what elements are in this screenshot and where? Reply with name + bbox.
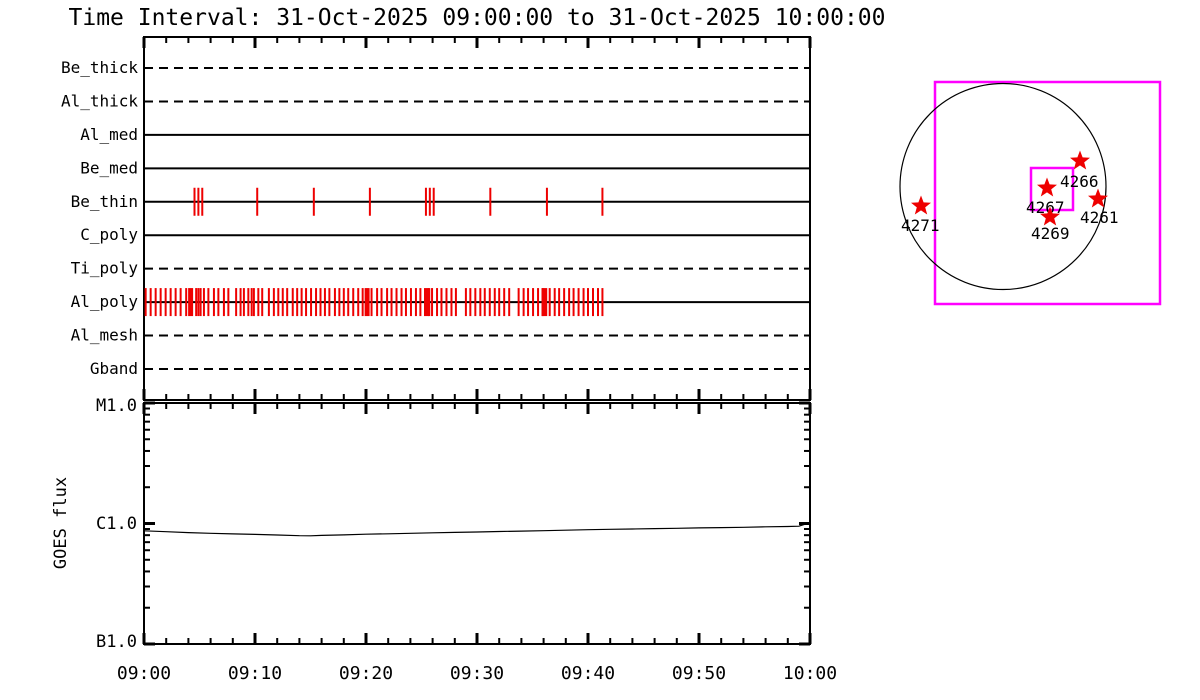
x-tick-label: 09:50 (672, 663, 726, 684)
filter-row-Ti_poly: Ti_poly (71, 259, 810, 278)
goes-plot-box (143, 402, 811, 645)
active-region-star-icon (1088, 188, 1108, 208)
filter-row-C_poly: C_poly (80, 225, 810, 244)
filter-label: Al_poly (71, 292, 139, 311)
filter-row-Al_thick: Al_thick (61, 91, 810, 110)
filter-label: Al_mesh (71, 326, 138, 345)
filter-row-Be_thin: Be_thin (71, 187, 810, 216)
filter-row-Al_poly: Al_poly (71, 288, 810, 317)
filter-row-Gband: Gband (90, 359, 810, 378)
filter-label: Ti_poly (71, 259, 139, 278)
filter-label: Gband (90, 359, 138, 378)
active-region-4261: 4261 (1080, 188, 1119, 227)
active-region-4267: 4267 (1026, 177, 1065, 217)
filter-row-Al_med: Al_med (80, 125, 810, 144)
x-tick-label: 09:40 (561, 663, 615, 684)
fov-box-small (1029, 166, 1075, 212)
filter-label: Be_thin (71, 192, 138, 211)
filter-label: Be_thick (61, 58, 138, 77)
active-region-label: 4271 (901, 216, 940, 235)
active-region-label: 4269 (1031, 224, 1070, 243)
sun-map: 4266 4267 4261 4269 4271 (899, 80, 1162, 306)
figure-title: Time Interval: 31-Oct-2025 09:00:00 to 3… (69, 5, 886, 31)
active-region-4269: 4269 (1031, 206, 1070, 243)
filter-label: Al_thick (61, 91, 138, 110)
filter-label: Be_med (80, 158, 138, 177)
fov-box-large (933, 80, 1162, 306)
x-tick-label: 09:20 (339, 663, 393, 684)
active-region-4271: 4271 (901, 195, 940, 235)
filter-row-Be_thick: Be_thick (61, 58, 810, 77)
active-region-star-icon (1037, 177, 1057, 197)
active-region-4266: 4266 (1060, 150, 1099, 191)
goes-flux-axis-label: GOES flux (51, 477, 71, 569)
filter-row-Al_mesh: Al_mesh (71, 326, 810, 345)
goes-y-tick-label: C1.0 (96, 514, 137, 534)
goes-y-tick-label: B1.0 (96, 632, 137, 652)
active-region-label: 4261 (1080, 208, 1119, 227)
goes-panel: M1.0 C1.0 B1.0 09:00 09:10 09:20 09:30 09:40 09:… (96, 396, 837, 684)
x-tick-label: 10:00 (783, 663, 837, 684)
xrt-timeline-panel: Be_thick Al_thick Al_med Be_med Be_thin C_pol… (61, 36, 812, 401)
x-tick-label: 09:30 (450, 663, 504, 684)
active-region-label: 4266 (1060, 172, 1099, 191)
filter-row-Be_med: Be_med (80, 158, 810, 177)
active-region-label: 4267 (1026, 198, 1065, 217)
filter-label: Al_med (80, 125, 138, 144)
timeline-plot-box (143, 36, 811, 401)
x-tick-label: 09:00 (117, 663, 171, 684)
goes-y-tick-label: M1.0 (96, 396, 137, 416)
x-tick-label: 09:10 (228, 663, 282, 684)
active-region-star-icon (1040, 206, 1060, 226)
filter-label: C_poly (80, 225, 138, 244)
solar-limb-circle (899, 82, 1107, 291)
active-region-star-icon (911, 195, 931, 215)
active-region-star-icon (1070, 150, 1090, 170)
goes-flux-curve (143, 523, 811, 537)
